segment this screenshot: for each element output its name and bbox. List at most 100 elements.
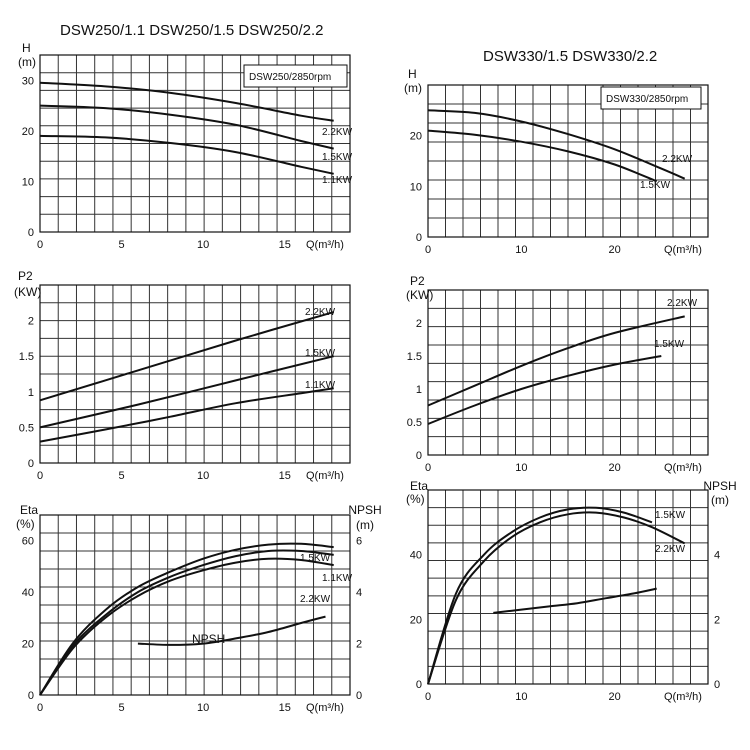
series-line-1.5kw (427, 355, 662, 425)
y2-axis-unit: (m) (356, 518, 374, 532)
y-tick-label: 20 (410, 131, 422, 143)
series-label: 2.2KW (305, 307, 336, 318)
y-tick-label: 0 (28, 690, 34, 702)
rpm-label: DSW330/2850rpm (606, 94, 688, 105)
y-tick-label: 60 (22, 536, 34, 548)
plot-frame (427, 489, 709, 685)
series-line-2.2kw (39, 81, 334, 122)
right-figure-title: DSW330/1.5 DSW330/2.2 (483, 48, 657, 65)
x-tick-label: 5 (119, 702, 125, 714)
x-tick-label: 15 (279, 470, 291, 482)
x-tick-label: 10 (515, 462, 527, 474)
y-axis-unit: (m) (18, 55, 36, 69)
y-tick-label: 40 (410, 550, 422, 562)
x-tick-label: 5 (119, 470, 125, 482)
plot-frame (39, 284, 351, 464)
series-line-1.1kw (39, 549, 334, 696)
x-tick-label: 10 (197, 702, 209, 714)
y-axis-label: P2 (18, 269, 33, 283)
series-label: 1.5KW (640, 180, 671, 191)
series-line-npsh (137, 615, 326, 646)
plot-frame (39, 54, 351, 233)
x-tick-label: 0 (37, 702, 43, 714)
y2-tick-label: 2 (356, 639, 362, 651)
series-label: 1.1KW (322, 573, 353, 584)
y-tick-label: 0 (28, 458, 34, 470)
x-tick-label: 0 (425, 462, 431, 474)
y-tick-label: 0 (28, 227, 34, 239)
series-label: 1.5KW (655, 510, 686, 521)
y-tick-label: 20 (410, 614, 422, 626)
y-tick-label: 1 (28, 387, 34, 399)
y-tick-label: 1.5 (407, 351, 422, 363)
series-line-2.2kw (39, 311, 334, 402)
y2-tick-label: 6 (356, 536, 362, 548)
x-tick-label: 15 (279, 239, 291, 251)
grid-eta-330 (428, 490, 708, 684)
series-line-1.5kw (39, 542, 334, 696)
x-tick-label: 20 (609, 244, 621, 256)
x-tick-label: 0 (37, 239, 43, 251)
y2-axis-label: NPSH (348, 503, 381, 517)
x-tick-label: 10 (197, 239, 209, 251)
chart-p2-330: P2(KW) 0 10 20 Q(m³/h) 0 0.5 1 1.5 2 2.2KW 1.5KW (406, 274, 709, 474)
series-line-1.1kw (39, 134, 334, 175)
y-axis-label: Eta (410, 479, 428, 493)
y-axis-label: H (22, 41, 31, 55)
y2-tick-label: 2 (714, 614, 720, 626)
y-tick-label: 0.5 (407, 417, 422, 429)
x-axis-label: Q(m³/h) (306, 239, 344, 251)
series-label: 1.5KW (654, 339, 685, 350)
y-tick-label: 10 (22, 176, 34, 188)
x-tick-label: 0 (37, 470, 43, 482)
x-tick-label: 20 (609, 691, 621, 703)
x-axis-label: Q(m³/h) (664, 244, 702, 256)
x-tick-label: 20 (609, 462, 621, 474)
y2-tick-label: 4 (356, 587, 362, 599)
x-axis-label: Q(m³/h) (306, 702, 344, 714)
y-tick-label: 10 (410, 181, 422, 193)
y2-tick-label: 0 (714, 679, 720, 691)
rpm-label: DSW250/2850rpm (249, 72, 331, 83)
y-tick-label: 40 (22, 587, 34, 599)
series-label: 2.2KW (667, 298, 698, 309)
series-label: 2.2KW (655, 544, 686, 555)
y-tick-label: 30 (22, 75, 34, 87)
series-label: 1.5KW (305, 348, 336, 359)
rpm-box (243, 64, 348, 88)
y-tick-label: 20 (22, 639, 34, 651)
series-line-npsh (493, 587, 657, 614)
chart-h-330: H(m) 0 10 20 Q(m³/h) 0 10 20 DSW330/2850rpm 2.2KW… (404, 67, 709, 256)
series-label: 1.1KW (305, 380, 336, 391)
x-axis-label: Q(m³/h) (306, 470, 344, 482)
y-tick-label: 0.5 (19, 422, 34, 434)
x-tick-label: 5 (119, 239, 125, 251)
y-axis-unit: (KW) (406, 288, 433, 302)
x-axis-label: Q(m³/h) (664, 462, 702, 474)
y-axis-unit: (%) (406, 492, 425, 506)
y-axis-label: H (408, 67, 417, 81)
y-tick-label: 0 (416, 679, 422, 691)
x-tick-label: 0 (425, 244, 431, 256)
series-line-1.1kw (39, 387, 334, 443)
chart-eta-250: Eta(%)0 5 10 15 Q(m³/h)0204060NPSH(m)02461.5… (16, 503, 382, 714)
series-line-2.2kw (427, 109, 686, 180)
x-tick-label: 15 (279, 702, 291, 714)
y-tick-label: 2 (416, 318, 422, 330)
chart-h-250: H(m) 0 5 10 15 Q(m³/h) 0 10 20 30 DSW250/2850rpm 2.… (18, 41, 353, 251)
y-tick-label: 0 (416, 450, 422, 462)
series-line-1.5kw (427, 129, 658, 183)
y2-tick-label: 0 (356, 690, 362, 702)
y-tick-label: 0 (416, 232, 422, 244)
y-axis-unit: (%) (16, 517, 35, 531)
x-tick-label: 10 (197, 470, 209, 482)
y-axis-label: Eta (20, 503, 38, 517)
series-label: 1.5KW (322, 152, 353, 163)
y-tick-label: 1.5 (19, 351, 34, 363)
chart-p2-250: P2 (KW) 0 5 10 15 Q(m³/h) 0 0.5 1 1.5 2 2.2KW 1.5KW 1.… (14, 269, 351, 482)
x-tick-label: 0 (425, 691, 431, 703)
plot-frame (39, 514, 351, 696)
y2-axis-label: NPSH (703, 479, 736, 493)
